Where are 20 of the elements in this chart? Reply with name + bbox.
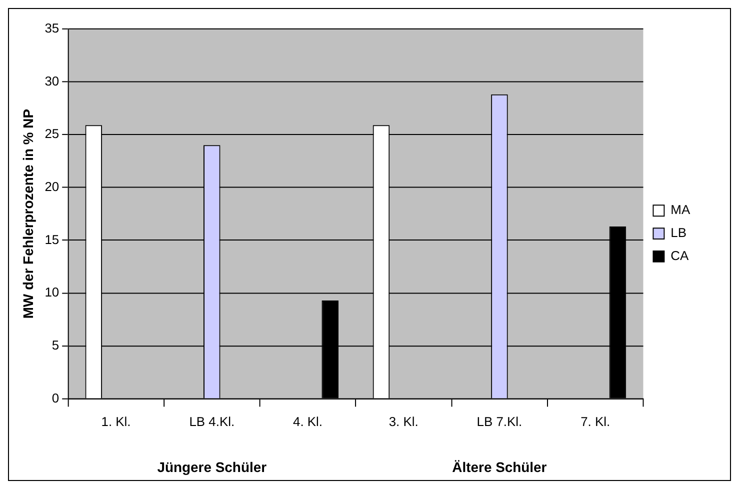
x-tick-label: LB 7.Kl.	[476, 414, 522, 430]
x-tick-label: LB 4.Kl.	[189, 414, 235, 430]
y-tick-label: 35	[44, 20, 60, 36]
y-tick-label: 5	[52, 337, 60, 352]
y-tick-label: 15	[44, 232, 60, 247]
y-tick-label: 10	[44, 284, 60, 300]
y-tick-label: 30	[44, 73, 60, 88]
legend-label: CA	[670, 248, 690, 264]
y-axis-title: MW der Fehlerprozente in % NP	[20, 108, 36, 319]
legend-label: LB	[670, 225, 687, 240]
y-tick-label: 20	[44, 178, 60, 194]
legend-label: MA	[670, 202, 690, 218]
x-tick-label: 4. Kl.	[292, 414, 322, 430]
text: Ältere Schüler	[452, 458, 548, 475]
x-tick-label: 1. Kl.	[101, 414, 131, 430]
x-tick-label: 3. Kl.	[388, 414, 418, 430]
text: Jüngere Schüler	[157, 458, 268, 475]
y-tick-label: 0	[52, 390, 60, 406]
x-tick-label: 7. Kl.	[580, 414, 610, 430]
y-tick-label: 25	[44, 126, 60, 142]
